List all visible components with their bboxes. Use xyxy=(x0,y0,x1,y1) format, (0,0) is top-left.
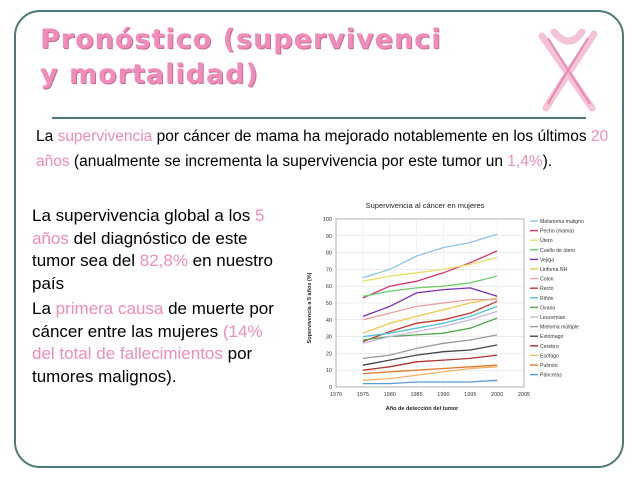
y-tick-label: 90 xyxy=(326,234,332,240)
x-tick-label: 1990 xyxy=(437,392,449,398)
slide-title: Pronóstico (supervivenci y mortalidad) xyxy=(40,22,441,92)
x-tick-label: 1985 xyxy=(410,392,422,398)
survival-line-chart: Supervivencia al cáncer en mujeres 0 10 20… xyxy=(300,192,600,412)
bullet1-highlight-years: 5 años xyxy=(32,206,265,248)
legend-entry: Cerebro xyxy=(540,344,559,350)
intro-text-1: La xyxy=(36,128,58,145)
y-tick-label: 30 xyxy=(326,335,332,341)
y-tick-label: 0 xyxy=(329,385,332,391)
legend-entry: Recto xyxy=(540,286,554,292)
y-tick-label: 20 xyxy=(326,351,332,357)
series-line-16 xyxy=(362,364,498,375)
series-line-12 xyxy=(362,334,498,360)
bullet-mortality: La primera causa de muerte por cáncer en… xyxy=(32,298,282,388)
series-line-13 xyxy=(362,344,498,366)
legend-entry: Estómago xyxy=(540,334,563,340)
intro-highlight-20-anos: 20 años xyxy=(36,128,609,170)
legend-entry: Colon xyxy=(540,277,554,283)
title-divider xyxy=(52,117,586,119)
legend-entry: Útero xyxy=(540,237,553,244)
bullet2-highlight-percent: (14% del total de fallecimientos xyxy=(32,321,263,364)
y-tick-label: 10 xyxy=(326,368,332,374)
legend-entry: Pecho (mama) xyxy=(540,229,574,235)
chart-y-label: Supervivencia a 5 años (%) xyxy=(307,272,313,343)
x-tick-label: 1975 xyxy=(357,392,369,398)
intro-text-3: (anualmente se incrementa la supervivenc… xyxy=(69,153,508,170)
plot-area-border xyxy=(335,218,525,388)
y-tick-label: 70 xyxy=(326,267,332,273)
series-line-14 xyxy=(362,354,498,371)
intro-highlight-percent: 1,4% xyxy=(507,153,543,170)
chart-axes: 0 10 20 30 40 50 60 70 80 90 100 1970 1975 1980 1985 19… xyxy=(323,217,530,398)
title-line-1: Pronóstico (supervivenci xyxy=(40,24,442,55)
legend-entry: Ovario xyxy=(540,305,555,311)
series-line-11 xyxy=(362,310,498,344)
legend-entry: Leucemias xyxy=(540,315,565,321)
pink-ribbon-icon xyxy=(538,28,598,112)
chart-legend: Melanoma maligno Pecho (mama) Útero Cuello … xyxy=(530,219,584,379)
bullet1-text-3: en nuestro país xyxy=(32,251,273,293)
y-tick-label: 100 xyxy=(323,217,332,223)
series-line-15 xyxy=(362,366,498,381)
title-line-2: y mortalidad) xyxy=(40,59,259,90)
slide-frame xyxy=(14,10,624,468)
x-tick-label: 2005 xyxy=(518,392,530,398)
x-tick-label: 1980 xyxy=(384,392,396,398)
bullet1-highlight-rate: 82,8% xyxy=(139,251,188,270)
series-line-3 xyxy=(362,256,498,282)
legend-entry: Esófago xyxy=(540,353,559,359)
y-tick-label: 60 xyxy=(326,284,332,290)
intro-text-2: por cáncer de mama ha mejorado notableme… xyxy=(152,128,591,145)
intro-highlight-supervivencia: supervivencia xyxy=(57,128,153,145)
legend-entry: Páncreas xyxy=(540,373,562,379)
x-tick-label: 2000 xyxy=(491,392,503,398)
intro-text-4: ). xyxy=(542,153,553,170)
intro-paragraph: La supervivencia por cáncer de mama ha m… xyxy=(36,124,626,174)
bullet1-text-1: La supervivencia global a los xyxy=(32,206,256,225)
bullet1-text-2: del diagnóstico de este tumor sea del xyxy=(32,228,248,271)
legend-entry: Pulmón xyxy=(540,363,558,369)
legend-entry: Mieloma múltiple xyxy=(540,325,579,331)
y-tick-label: 80 xyxy=(326,251,332,257)
series-line-5 xyxy=(362,287,498,318)
x-tick-label: 1995 xyxy=(464,392,476,398)
chart-series xyxy=(362,233,498,385)
series-line-2 xyxy=(362,250,498,299)
y-tick-label: 40 xyxy=(326,318,332,324)
chart-title: Supervivencia al cáncer en mujeres xyxy=(366,201,485,210)
legend-entry: Melanoma maligno xyxy=(540,219,584,225)
bullet2-highlight-cause: primera causa xyxy=(55,299,164,318)
bullet2-text-1: La xyxy=(32,299,56,318)
x-tick-label: 1970 xyxy=(330,392,342,398)
series-line-17 xyxy=(362,379,498,385)
legend-entry: Riñón xyxy=(540,296,554,302)
bullet-list: La supervivencia global a los 5 años del… xyxy=(32,205,282,388)
bullet2-text-3: por tumores malignos). xyxy=(32,344,253,386)
legend-entry: Linfoma NH xyxy=(540,267,568,273)
legend-entry: Vejiga xyxy=(540,257,554,263)
series-line-9 xyxy=(362,305,498,338)
series-line-7 xyxy=(362,298,498,321)
bullet-survival: La supervivencia global a los 5 años del… xyxy=(32,205,282,295)
series-line-6 xyxy=(362,297,498,334)
bullet2-text-2: de muerte por cáncer entre las mujeres xyxy=(32,299,274,341)
chart-x-label: Año de detección del tumor xyxy=(386,406,459,412)
series-line-1 xyxy=(362,233,498,279)
legend-entry: Cuello de útero xyxy=(540,248,575,254)
series-line-4 xyxy=(362,275,498,297)
y-tick-label: 50 xyxy=(326,301,332,307)
